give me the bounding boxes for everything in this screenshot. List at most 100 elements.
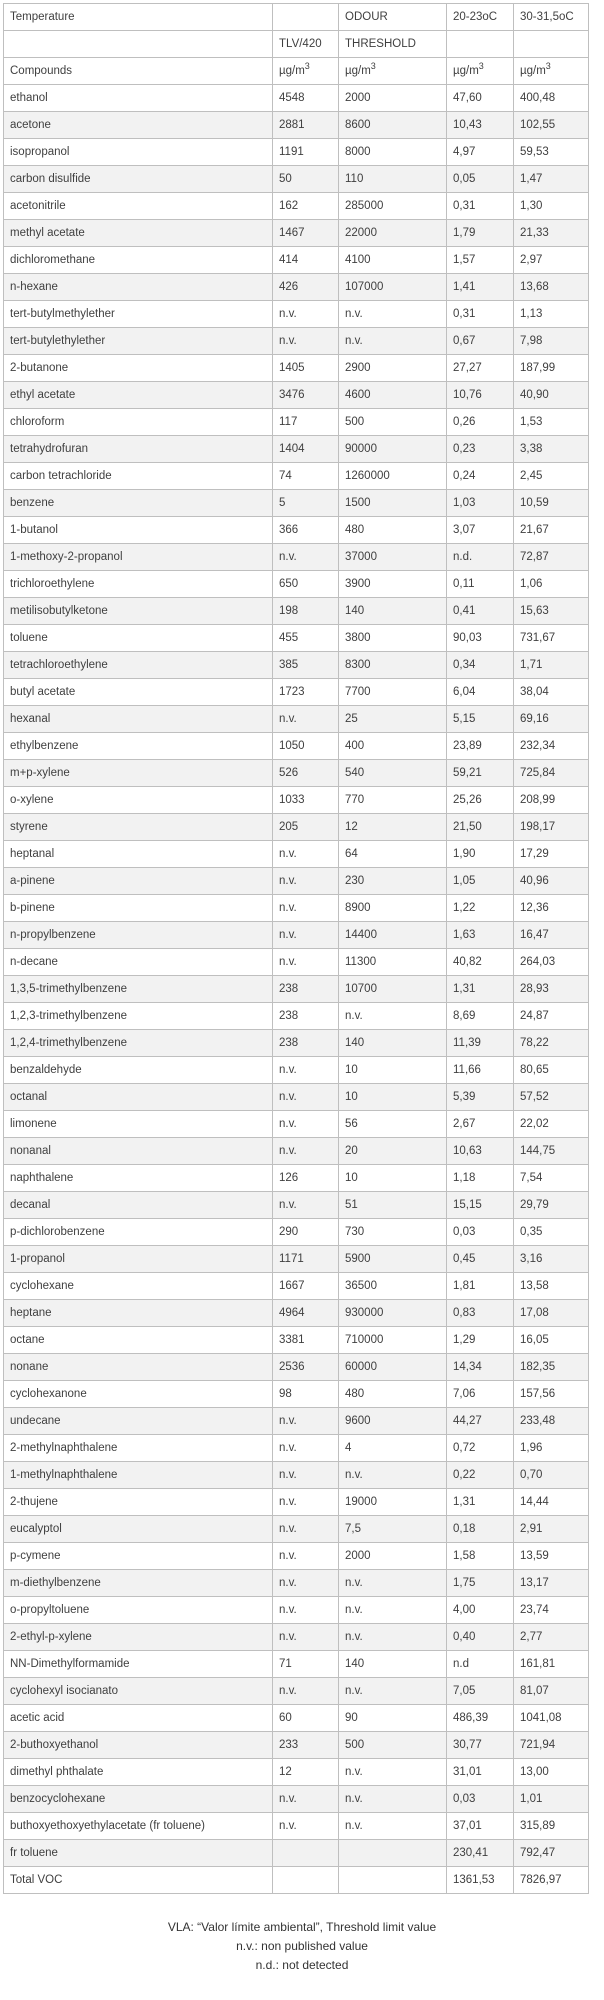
gray-spacer-cell bbox=[272, 1866, 339, 1894]
compound-name: 1,2,3-trimethylbenzene bbox=[3, 1002, 273, 1030]
value-30-31c: 21,33 bbox=[513, 219, 589, 247]
value-30-31c: 161,81 bbox=[513, 1650, 589, 1678]
compound-name: tetrachloroethylene bbox=[3, 651, 273, 679]
compound-name: limonene bbox=[3, 1110, 273, 1138]
value-30-31c: 28,93 bbox=[513, 975, 589, 1003]
compound-name: o-xylene bbox=[3, 786, 273, 814]
odour-threshold-value: 4100 bbox=[338, 246, 447, 274]
compound-name: 2-ethyl-p-xylene bbox=[3, 1623, 273, 1651]
value-30-31c: 13,58 bbox=[513, 1272, 589, 1300]
compound-name: ethyl acetate bbox=[3, 381, 273, 409]
tlv-value: 290 bbox=[272, 1218, 339, 1246]
compound-name: tert-butylethylether bbox=[3, 327, 273, 355]
value-30-31c: 17,08 bbox=[513, 1299, 589, 1327]
temp-30-31-label: 30-31,5oC bbox=[513, 3, 589, 31]
odour-threshold-value: 5900 bbox=[338, 1245, 447, 1273]
tlv-value: 1191 bbox=[272, 138, 339, 166]
odour-threshold-value: 140 bbox=[338, 1029, 447, 1057]
tlv-value: 4548 bbox=[272, 84, 339, 112]
table-row: ethanol 4548 2000 47,60 400,48 bbox=[3, 84, 589, 112]
table-row: benzocyclohexane n.v. n.v. 0,03 1,01 bbox=[3, 1785, 589, 1813]
value-20-23c: 31,01 bbox=[446, 1758, 514, 1786]
table-row: hexanal n.v. 25 5,15 69,16 bbox=[3, 705, 589, 733]
table-row: 2-thujene n.v. 19000 1,31 14,44 bbox=[3, 1488, 589, 1516]
compound-name: eucalyptol bbox=[3, 1515, 273, 1543]
value-30-31c: 10,59 bbox=[513, 489, 589, 517]
compound-name: ethylbenzene bbox=[3, 732, 273, 760]
value-20-23c: 6,04 bbox=[446, 678, 514, 706]
total-voc-label: Total VOC bbox=[3, 1866, 273, 1894]
tlv-value: 74 bbox=[272, 462, 339, 490]
total-row-body: Total VOC 1361,53 7826,97 bbox=[3, 1866, 589, 1894]
compound-name: naphthalene bbox=[3, 1164, 273, 1192]
table-row: p-dichlorobenzene 290 730 0,03 0,35 bbox=[3, 1218, 589, 1246]
tlv-value: 650 bbox=[272, 570, 339, 598]
tlv-value: 1050 bbox=[272, 732, 339, 760]
value-20-23c: 1,31 bbox=[446, 975, 514, 1003]
header-row-temperature: Temperature ODOUR 20-23oC 30-31,5oC bbox=[3, 3, 589, 31]
value-30-31c: 23,74 bbox=[513, 1596, 589, 1624]
value-30-31c: 102,55 bbox=[513, 111, 589, 139]
value-20-23c: 0,05 bbox=[446, 165, 514, 193]
value-30-31c: 0,35 bbox=[513, 1218, 589, 1246]
value-20-23c: 0,31 bbox=[446, 300, 514, 328]
value-30-31c: 2,77 bbox=[513, 1623, 589, 1651]
value-20-23c: 59,21 bbox=[446, 759, 514, 787]
value-20-23c: 0,03 bbox=[446, 1785, 514, 1813]
compound-name: benzene bbox=[3, 489, 273, 517]
value-30-31c: 7,54 bbox=[513, 1164, 589, 1192]
value-30-31c: 72,87 bbox=[513, 543, 589, 571]
value-20-23c: 0,72 bbox=[446, 1434, 514, 1462]
tlv-value: 455 bbox=[272, 624, 339, 652]
tlv-value: n.v. bbox=[272, 1623, 339, 1651]
value-20-23c: 0,31 bbox=[446, 192, 514, 220]
odour-threshold-value: 12 bbox=[338, 813, 447, 841]
value-30-31c: 21,67 bbox=[513, 516, 589, 544]
odour-threshold-value: n.v. bbox=[338, 1677, 447, 1705]
temperature-label: Temperature bbox=[3, 3, 273, 31]
tlv-value: n.v. bbox=[272, 1056, 339, 1084]
table-header: Temperature ODOUR 20-23oC 30-31,5oC TLV/… bbox=[3, 3, 589, 85]
table-row: m-diethylbenzene n.v. n.v. 1,75 13,17 bbox=[3, 1569, 589, 1597]
value-30-31c: 233,48 bbox=[513, 1407, 589, 1435]
value-30-31c: 400,48 bbox=[513, 84, 589, 112]
value-20-23c: 0,03 bbox=[446, 1218, 514, 1246]
value-20-23c: 3,07 bbox=[446, 516, 514, 544]
compound-name: dimethyl phthalate bbox=[3, 1758, 273, 1786]
compound-name: octane bbox=[3, 1326, 273, 1354]
tlv-value: n.v. bbox=[272, 1137, 339, 1165]
value-30-31c: 1,13 bbox=[513, 300, 589, 328]
table-row: carbon disulfide 50 110 0,05 1,47 bbox=[3, 165, 589, 193]
value-30-31c: 792,47 bbox=[513, 1839, 589, 1867]
tlv-value: n.v. bbox=[272, 300, 339, 328]
value-20-23c: 1,03 bbox=[446, 489, 514, 517]
table-row: metilisobutylketone 198 140 0,41 15,63 bbox=[3, 597, 589, 625]
tlv-value: n.v. bbox=[272, 948, 339, 976]
compound-name: butyl acetate bbox=[3, 678, 273, 706]
value-30-31c: 17,29 bbox=[513, 840, 589, 868]
tlv-value: n.v. bbox=[272, 1515, 339, 1543]
compound-name: cyclohexanone bbox=[3, 1380, 273, 1408]
value-20-23c: 1,57 bbox=[446, 246, 514, 274]
compound-name: heptane bbox=[3, 1299, 273, 1327]
value-30-31c: 3,16 bbox=[513, 1245, 589, 1273]
compound-name: chloroform bbox=[3, 408, 273, 436]
gray-spacer-cell bbox=[446, 30, 514, 58]
value-20-23c: 0,67 bbox=[446, 327, 514, 355]
value-30-31c: 264,03 bbox=[513, 948, 589, 976]
tlv-value: 1405 bbox=[272, 354, 339, 382]
value-30-31c: 59,53 bbox=[513, 138, 589, 166]
tlv-value: 117 bbox=[272, 408, 339, 436]
odour-threshold-value: 2000 bbox=[338, 84, 447, 112]
value-30-31c: 40,96 bbox=[513, 867, 589, 895]
compound-name: n-propylbenzene bbox=[3, 921, 273, 949]
table-row: dichloromethane 414 4100 1,57 2,97 bbox=[3, 246, 589, 274]
table-row: NN-Dimethylformamide 71 140 n.d 161,81 bbox=[3, 1650, 589, 1678]
value-20-23c: 1,90 bbox=[446, 840, 514, 868]
compound-name: o-propyltoluene bbox=[3, 1596, 273, 1624]
value-20-23c: 44,27 bbox=[446, 1407, 514, 1435]
odour-threshold-value: 930000 bbox=[338, 1299, 447, 1327]
compound-name: n-hexane bbox=[3, 273, 273, 301]
compound-name: 1,2,4-trimethylbenzene bbox=[3, 1029, 273, 1057]
table-row: cyclohexanone 98 480 7,06 157,56 bbox=[3, 1380, 589, 1408]
